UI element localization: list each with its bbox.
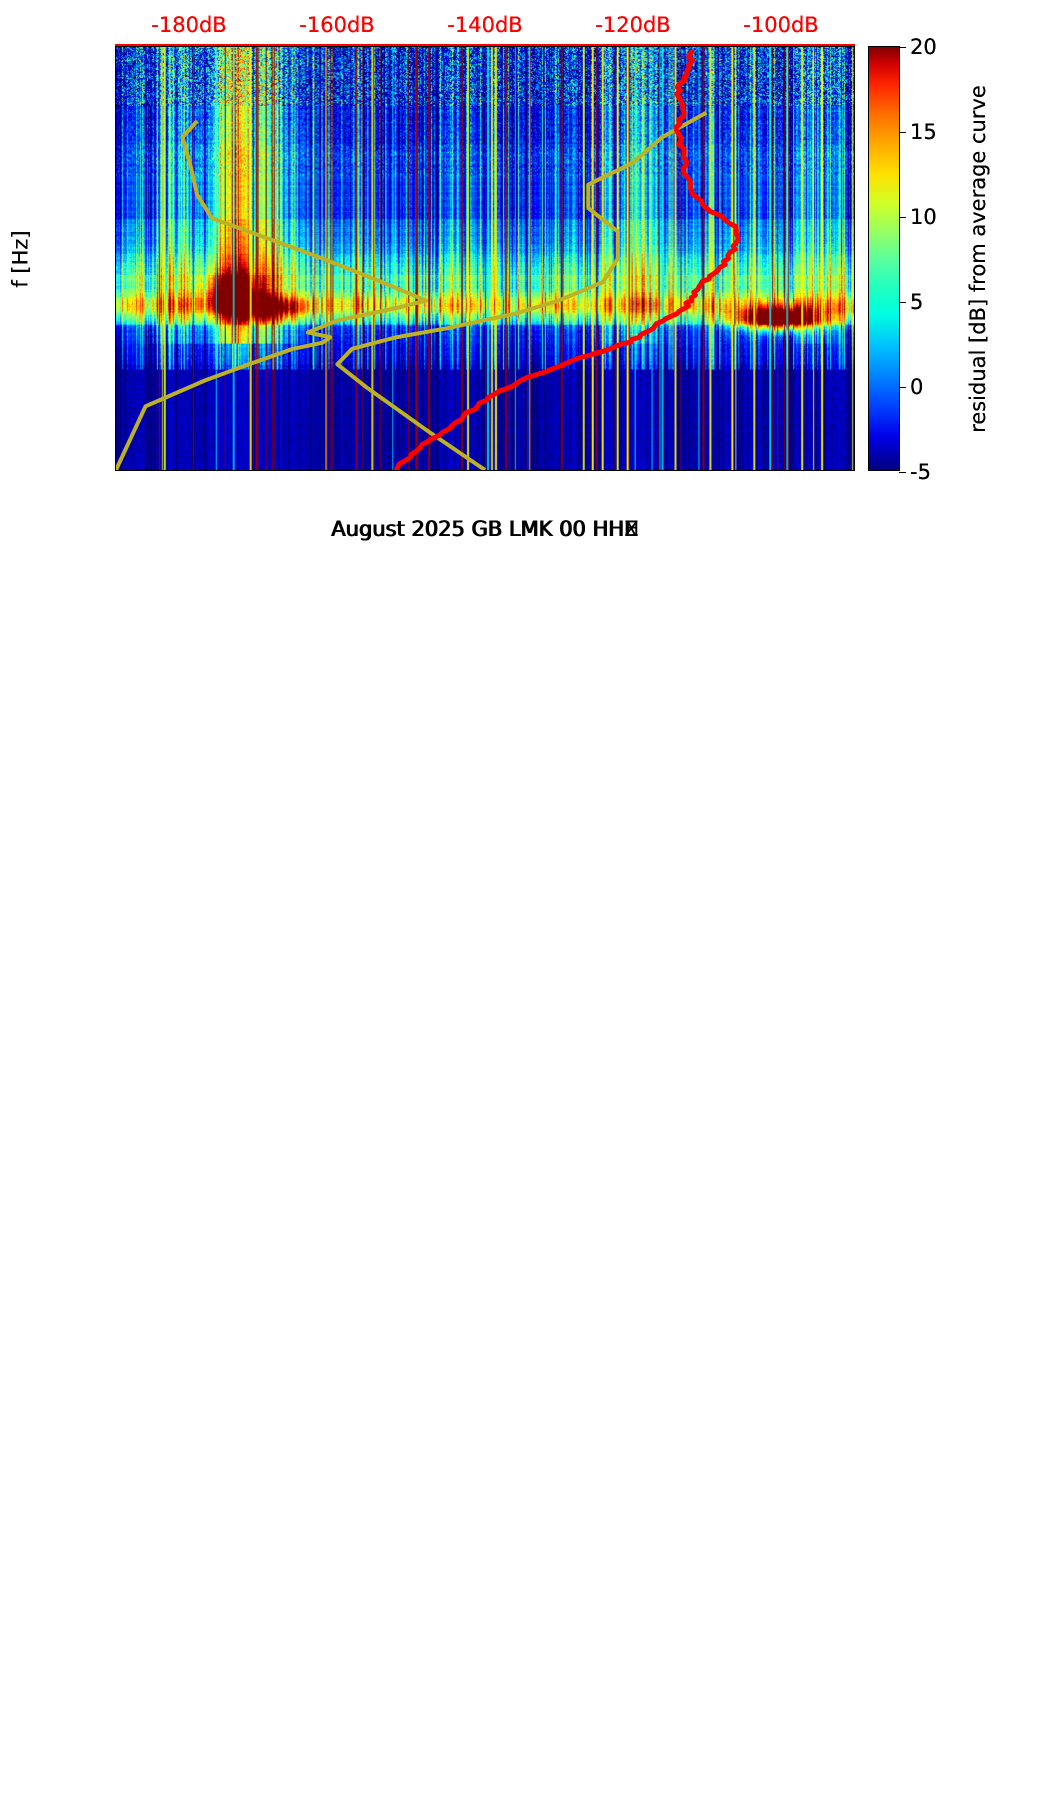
db-axis-labels: -180dB -160dB -140dB -120dB -100dB: [115, 10, 855, 40]
db-tick-label: -180dB: [151, 13, 227, 37]
colorbar-title: residual [dB] from average curve: [963, 46, 993, 471]
db-tick-label: -120dB: [595, 13, 671, 37]
colorbar-tick-label: 0: [910, 375, 924, 399]
colorbar[interactable]: -5 0 5 10 15 20: [868, 35, 937, 484]
colorbar-tick-label: 5: [910, 290, 924, 314]
y-axis-title-text: f [Hz]: [9, 229, 33, 288]
db-tick-label: -100dB: [743, 13, 819, 37]
db-tick-label: -100dB: [743, 13, 819, 37]
db-tick-label: -140dB: [447, 13, 523, 37]
colorbar-title-text: residual [dB] from average curve: [966, 84, 990, 433]
overlay-curves: [116, 49, 741, 470]
colorbar-tick-label: 20: [910, 35, 937, 59]
nlnm-nhnm-noise-model: [116, 119, 428, 470]
x-tick: [211, 470, 212, 471]
colorbar-tick: [899, 472, 906, 474]
x-tick: [593, 470, 594, 471]
colorbar-tick-label: 10: [910, 205, 937, 229]
panel-hhn-x-axis-title: August 2025 GB LMK 00 HHN: [330, 517, 640, 541]
x-tick: [737, 470, 738, 471]
x-tick: [546, 470, 547, 471]
x-tick: [307, 470, 308, 471]
x-tick: [355, 470, 356, 471]
db-axis-line: [115, 44, 855, 46]
db-tick-label: -140dB: [447, 13, 523, 37]
panel-hhz-x-axis-title: August 2025 GB LMK 00 HHZ: [331, 517, 639, 541]
x-tick: [498, 470, 499, 471]
colorbar-tick-label: 0: [910, 375, 924, 399]
colorbar-tick: [899, 387, 906, 389]
colorbar-tick: [899, 132, 906, 134]
colorbar-tick: [899, 302, 906, 304]
nhnm-noise-model: [335, 110, 708, 470]
x-tick: [164, 470, 165, 471]
colorbar-tick-label: 0: [910, 375, 924, 399]
colorbar-tick-label: 10: [910, 205, 937, 229]
x-tick: [402, 470, 403, 471]
colorbar-tick: [899, 47, 906, 49]
colorbar-tick: [899, 217, 906, 219]
colorbar-tick-label: 5: [910, 290, 924, 314]
db-tick-label: -120dB: [595, 13, 671, 37]
colorbar-tick-label: -5: [910, 460, 931, 484]
colorbar-tick-label: 20: [910, 35, 937, 59]
x-tick: [116, 470, 117, 471]
panel-hhz: -180dB -160dB -140dB -120dB -100dB 10-210-110…: [0, 0, 1052, 590]
db-tick-label: -100dB: [743, 13, 819, 37]
db-tick-label: -160dB: [299, 13, 375, 37]
db-tick-label: -180dB: [151, 13, 227, 37]
station-average-psd: [393, 49, 741, 470]
colorbar-tick-label: 5: [910, 290, 924, 314]
x-tick: [259, 470, 260, 471]
x-tick: [832, 470, 833, 471]
db-axis-labels: -180dB -160dB -140dB -120dB -100dB: [115, 10, 855, 40]
colorbar-tick-label: -5: [910, 460, 931, 484]
colorbar-tick-label: -5: [910, 460, 931, 484]
colorbar-tick-label: 10: [910, 205, 937, 229]
x-tick: [689, 470, 690, 471]
y-axis-title: f [Hz]: [8, 46, 34, 471]
colorbar-tick-label: 15: [910, 120, 937, 144]
x-tick: [784, 470, 785, 471]
x-tick: [450, 470, 451, 471]
x-tick: [641, 470, 642, 471]
db-tick-label: -140dB: [447, 13, 523, 37]
db-tick-label: -160dB: [299, 13, 375, 37]
colorbar-tick-label: 15: [910, 120, 937, 144]
panel-hhe-x-axis-title: August 2025 GB LMK 00 HHE: [331, 517, 639, 541]
db-tick-label: -180dB: [151, 13, 227, 37]
panel-hhz-plot-area[interactable]: 10-210-110010113579111315171921232527293…: [115, 46, 855, 471]
db-axis-labels: -180dB -160dB -140dB -120dB -100dB: [115, 10, 855, 40]
db-tick-label: -120dB: [595, 13, 671, 37]
db-tick-label: -160dB: [299, 13, 375, 37]
colorbar-tick-label: 20: [910, 35, 937, 59]
colorbar-tick-label: 15: [910, 120, 937, 144]
